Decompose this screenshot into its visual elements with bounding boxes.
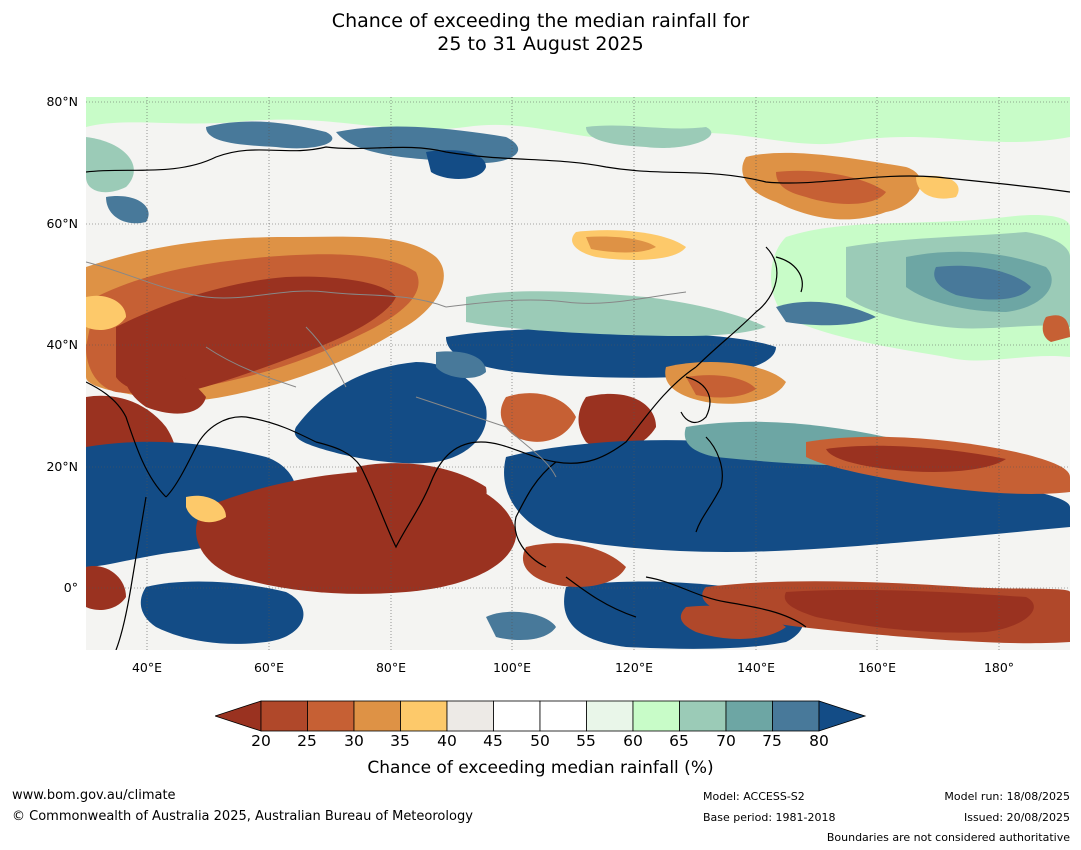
indian-ocean-dry-region	[86, 463, 626, 610]
rainfall-probability-map	[86, 97, 1070, 650]
east-siberia-dry-region	[572, 152, 959, 260]
colorbar-segment	[679, 700, 727, 732]
colorbar-segment	[400, 700, 448, 732]
chart-title: Chance of exceeding the median rainfall …	[0, 10, 1081, 56]
country-boundaries	[86, 261, 687, 478]
title-line-2: 25 to 31 August 2025	[437, 33, 644, 55]
footer-copyright: © Commonwealth of Australia 2025, Austra…	[12, 809, 473, 824]
colorbar-tick-80: 80	[809, 732, 829, 750]
colorbar-extension-low	[215, 700, 262, 732]
east-asia-dry-region	[500, 362, 786, 451]
lat-label-20n: 20°N	[46, 459, 78, 474]
arctic-wet-region	[86, 97, 1070, 224]
gridlines	[86, 97, 1070, 650]
colorbar-tick-70: 70	[716, 732, 736, 750]
colorbar-tick-75: 75	[762, 732, 782, 750]
north-pacific-wet-region	[771, 215, 1070, 361]
tropical-pacific-dry-region	[806, 436, 1070, 494]
colorbar-tick-25: 25	[297, 732, 317, 750]
lon-label-100e: 100°E	[492, 660, 531, 675]
footer-base-period: Base period: 1981-2018	[703, 811, 836, 824]
footer-url[interactable]: www.bom.gov.au/climate	[12, 788, 176, 803]
footer-model: Model: ACCESS-S2	[703, 790, 805, 803]
lon-label-80e: 80°E	[375, 660, 407, 675]
colorbar-segment	[353, 700, 401, 732]
colorbar-segment	[493, 700, 541, 732]
colorbar-tick-65: 65	[669, 732, 689, 750]
colorbar-tick-20: 20	[251, 732, 271, 750]
colorbar-segment	[632, 700, 680, 732]
lon-label-40e: 40°E	[131, 660, 163, 675]
lon-label-60e: 60°E	[253, 660, 285, 675]
footer-model-run: Model run: 18/08/2025	[944, 790, 1070, 803]
footer-disclaimer: Boundaries are not considered authoritat…	[826, 831, 1070, 844]
colorbar-tick-30: 30	[344, 732, 364, 750]
colorbar-segment	[725, 700, 773, 732]
coastlines	[86, 146, 1070, 650]
colorbar-segment	[446, 700, 494, 732]
colorbar-segment	[772, 700, 820, 732]
colorbar-tick-40: 40	[437, 732, 457, 750]
colorbar-segment	[260, 700, 308, 732]
lon-label-140e: 140°E	[736, 660, 775, 675]
colorbar	[215, 700, 867, 732]
lon-label-160e: 160°E	[857, 660, 896, 675]
colorbar-tick-60: 60	[623, 732, 643, 750]
colorbar-label: Chance of exceeding median rainfall (%)	[367, 758, 714, 778]
title-line-1: Chance of exceeding the median rainfall …	[331, 10, 750, 32]
lat-label-0: 0°	[63, 580, 78, 595]
colorbar-tick-45: 45	[483, 732, 503, 750]
lon-label-120e: 120°E	[614, 660, 653, 675]
colorbar-segments	[215, 700, 867, 732]
colorbar-segment	[539, 700, 587, 732]
lat-label-40n: 40°N	[46, 337, 78, 352]
lat-label-80n: 80°N	[46, 94, 78, 109]
south-asia-wet-region	[294, 291, 776, 464]
map-canvas	[86, 97, 1070, 650]
colorbar-tick-35: 35	[390, 732, 410, 750]
lon-label-180: 180°	[983, 660, 1015, 675]
equatorial-pacific-dry-region	[680, 581, 1070, 644]
central-asia-dry-region	[86, 236, 444, 492]
colorbar-tick-50: 50	[530, 732, 550, 750]
lat-label-60n: 60°N	[46, 216, 78, 231]
colorbar-segment	[307, 700, 355, 732]
colorbar-segment	[586, 700, 634, 732]
footer-issued: Issued: 20/08/2025	[963, 811, 1070, 824]
colorbar-extension-high	[818, 700, 867, 732]
colorbar-tick-55: 55	[576, 732, 596, 750]
